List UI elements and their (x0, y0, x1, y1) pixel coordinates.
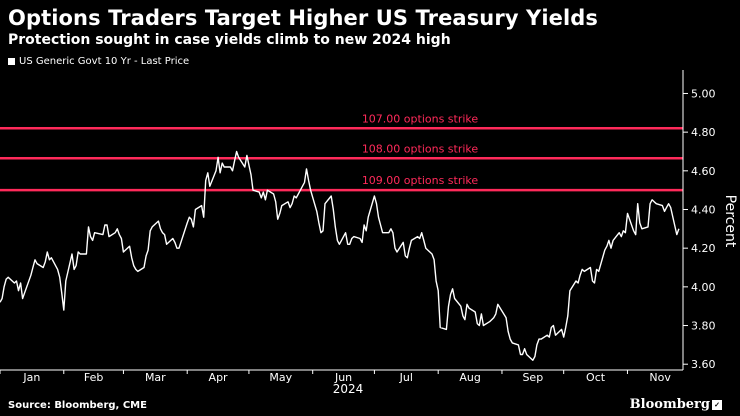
series-layer (0, 150, 680, 361)
brand-logo: Bloomberg ✓ (630, 397, 722, 412)
reference-lines: 107.00 options strike 108.00 options stri… (0, 112, 683, 192)
brand-name: Bloomberg (629, 397, 710, 412)
y-tick-label: 3.60 (691, 358, 716, 371)
x-tick-label: Nov (649, 371, 671, 384)
legend-label: US Generic Govt 10 Yr - Last Price (19, 56, 190, 67)
strike-label: 109.00 options strike (362, 174, 479, 187)
series-line (0, 150, 680, 361)
y-axis-label: Percent (722, 195, 738, 248)
y-tick-label: 5.00 (691, 87, 716, 100)
strike-label: 107.00 options strike (362, 112, 479, 125)
chart-legend: US Generic Govt 10 Yr - Last Price (8, 56, 189, 67)
y-tick-label: 3.80 (691, 320, 716, 333)
legend-swatch (8, 58, 15, 65)
x-tick-label: Apr (209, 371, 229, 384)
source-note: Source: Bloomberg, CME (8, 400, 147, 411)
x-tick-label: Jun (334, 371, 352, 384)
x-tick-label: Jan (22, 371, 40, 384)
x-tick-label: Sep (522, 371, 543, 384)
strike-label: 108.00 options strike (362, 142, 479, 155)
x-tick-label: May (269, 371, 292, 384)
chart-subtitle: Protection sought in case yields climb t… (8, 32, 451, 48)
y-tick-label: 4.60 (691, 165, 716, 178)
y-axis: 3.60 3.80 4.00 4.20 4.40 4.60 4.80 5.00 (682, 70, 716, 371)
y-tick-label: 4.40 (691, 203, 716, 216)
x-tick-label: Feb (84, 371, 103, 384)
x-tick-label: Aug (459, 371, 480, 384)
y-tick-label: 4.20 (691, 242, 716, 255)
x-tick-label: Mar (145, 371, 166, 384)
x-axis: Jan Feb Mar Apr May Jun Jul Aug Sep Oct Nov (0, 369, 683, 384)
brand-badge-icon: ✓ (712, 399, 722, 410)
x-axis-year-label: 2024 (333, 382, 364, 396)
x-tick-label: Oct (586, 371, 606, 384)
y-tick-label: 4.80 (691, 126, 716, 139)
y-tick-label: 4.00 (691, 281, 716, 294)
x-tick-label: Jul (399, 371, 413, 384)
chart-title: Options Traders Target Higher US Treasur… (8, 6, 598, 30)
